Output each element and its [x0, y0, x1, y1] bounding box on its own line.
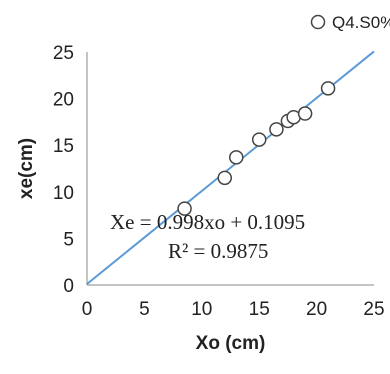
data-point [320, 81, 336, 96]
x-tick-label: 20 [306, 299, 327, 320]
y-tick-label: 5 [63, 229, 74, 250]
data-point [217, 170, 233, 186]
legend-marker-circle [310, 14, 326, 30]
y-tick-label: 0 [63, 276, 74, 297]
data-point [228, 150, 244, 165]
x-axis-title: Xo (cm) [196, 333, 266, 354]
x-tick-label: 10 [191, 299, 212, 320]
data-point [177, 201, 192, 216]
x-tick-label: 25 [363, 299, 384, 320]
x-tick-labels: 0 5 10 15 20 25 [82, 299, 385, 320]
y-tick-label: 25 [53, 43, 74, 64]
legend-label: Q4.S0% [332, 13, 390, 32]
y-tick-labels: 0 5 10 15 20 25 [53, 43, 74, 297]
data-point [269, 122, 284, 137]
y-tick-label: 20 [53, 90, 74, 111]
legend: Q4.S0% [310, 13, 390, 32]
x-tick-label: 0 [82, 299, 93, 320]
trendline-equation: Xe = 0.998xo + 0.1095 [110, 210, 305, 234]
data-point [297, 106, 313, 121]
data-point [251, 132, 267, 147]
data-points [177, 81, 336, 216]
y-axis-title: xe(cm) [16, 138, 37, 199]
x-tick-label: 15 [249, 299, 270, 320]
y-tick-label: 15 [53, 136, 74, 157]
x-tick-label: 5 [139, 299, 150, 320]
plot-area [86, 52, 374, 286]
y-tick-label: 10 [53, 183, 74, 204]
r-squared-label: R² = 0.9875 [168, 239, 268, 263]
